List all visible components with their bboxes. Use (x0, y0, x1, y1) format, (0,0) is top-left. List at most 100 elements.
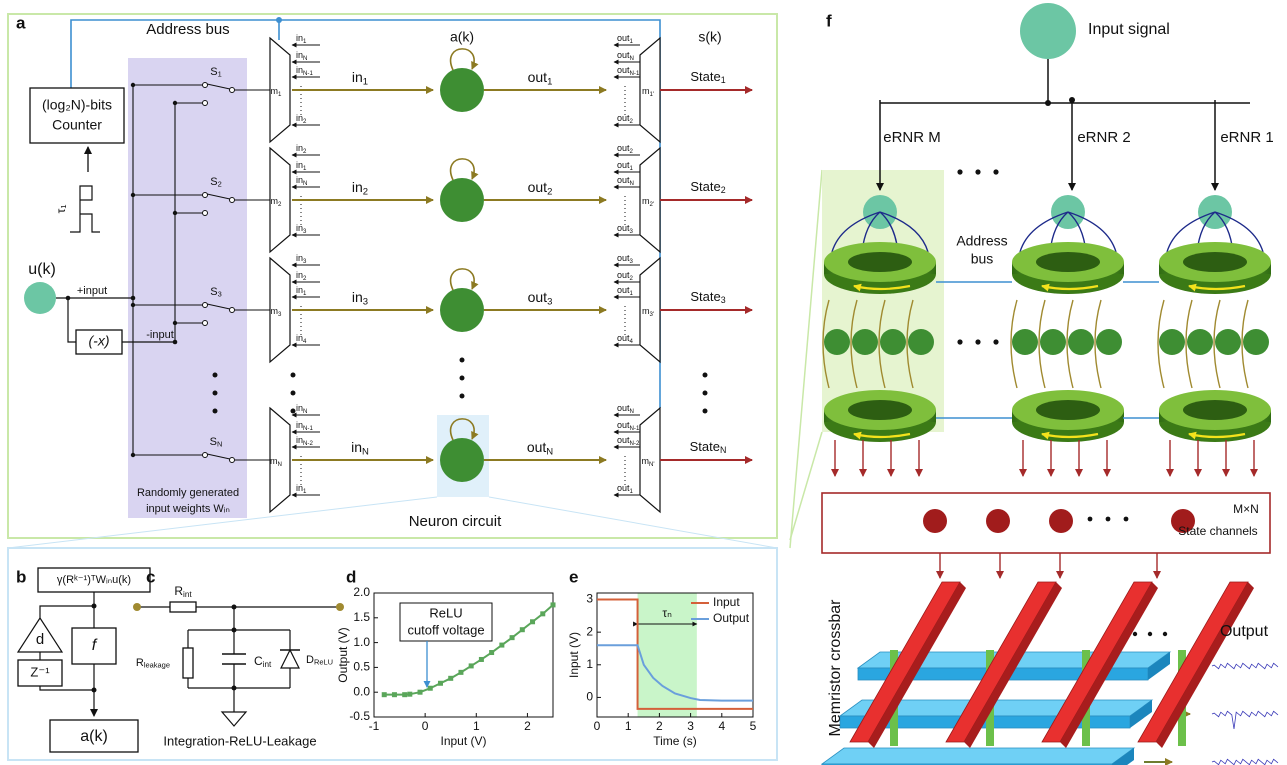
input-signal-label: Input signal (1088, 21, 1170, 38)
text-subscript: N (362, 446, 369, 457)
text-subscript: N (278, 461, 282, 468)
data-point (520, 627, 525, 632)
switch-contact (203, 83, 208, 88)
text-subscript: N (303, 180, 307, 187)
demux-output-label: out1 (617, 160, 634, 171)
text-main: out (617, 113, 630, 123)
demux-output-label: out2 (617, 270, 634, 281)
x-tick-label: 4 (718, 719, 725, 733)
text-main: S (210, 176, 217, 188)
reservoir-neuron (1012, 329, 1038, 355)
text-subscript: N (720, 445, 726, 455)
data-point (479, 657, 484, 662)
text-main: out (617, 435, 630, 445)
terminal (133, 603, 141, 611)
data-point (510, 635, 515, 640)
ring-hole (848, 252, 912, 272)
state-channel (986, 509, 1010, 533)
ellipsis-dot (1163, 632, 1167, 636)
text-subscript: N-1 (303, 425, 313, 432)
plus-input-label: +input (77, 285, 107, 297)
text-subscript: 1' (649, 91, 654, 98)
ring-hole (848, 400, 912, 420)
text-main: S (210, 436, 217, 448)
neuron-state-label: a(k) (450, 29, 474, 45)
text-main: out (617, 143, 630, 153)
address-bus-label: bus (971, 251, 994, 267)
terminal (336, 603, 344, 611)
switch-contact (203, 101, 208, 106)
text-main: out (617, 253, 630, 263)
text-main: out (617, 483, 630, 493)
self-loop (451, 159, 475, 180)
ellipsis-dot (291, 409, 296, 414)
mux-input-label: in1 (296, 285, 307, 296)
switch-contact (203, 303, 208, 308)
text-main: out (617, 270, 630, 280)
crossbar-row-top (822, 748, 1134, 764)
counter-label: Counter (52, 117, 102, 133)
output-channel-label: out3 (528, 289, 553, 307)
text-subscript: ReLU (314, 658, 333, 667)
switch-contact (203, 321, 208, 326)
text-main: m (642, 86, 650, 96)
ellipsis-dot (1088, 517, 1093, 522)
z-label: Z⁻¹ (30, 664, 50, 679)
neuron (440, 438, 484, 482)
text-main: out (617, 333, 630, 343)
input-channel-label: in1 (352, 69, 368, 87)
text-subscript: 3 (547, 296, 552, 307)
text-subscript: 1 (303, 165, 307, 172)
neuron (440, 178, 484, 222)
text-main: out (528, 289, 548, 305)
text-subscript: N (630, 408, 634, 415)
neuron (440, 68, 484, 112)
reservoir-neuron (1068, 329, 1094, 355)
data-point (392, 692, 397, 697)
reservoir-neuron (1187, 329, 1213, 355)
data-point (458, 670, 463, 675)
input-label: u(k) (28, 261, 56, 278)
switch-contact (203, 453, 208, 458)
annotation-text: ReLU (429, 605, 462, 620)
y-tick-label: 1.0 (353, 635, 370, 649)
ellipsis-dot (460, 358, 465, 363)
x-tick-label: 0 (594, 719, 601, 733)
y-tick-label: 2.0 (353, 585, 370, 599)
junction (232, 686, 237, 691)
resistor (183, 648, 193, 678)
text-subscript: N-2 (630, 440, 640, 447)
text-main: in (296, 270, 303, 280)
demux-output-label: out1 (617, 483, 634, 494)
x-tick-label: 1 (473, 719, 480, 733)
junction (173, 340, 178, 345)
text-main: out (528, 179, 548, 195)
ring-hole (1036, 400, 1100, 420)
text-main: in (351, 439, 362, 455)
reservoir-neuron (1243, 329, 1269, 355)
ellipsis-dot (975, 169, 980, 174)
data-point (428, 686, 433, 691)
resistor (170, 602, 196, 612)
switch-pivot (230, 458, 235, 463)
output-channel-label: out2 (528, 179, 553, 197)
text-subscript: leakage (144, 661, 170, 670)
switch-contact (203, 211, 208, 216)
reservoir-neuron (880, 329, 906, 355)
ground (222, 712, 246, 726)
text-subscript: 2 (218, 180, 222, 189)
delay-label: d (36, 631, 44, 648)
clock-label: τ₁ (54, 205, 68, 214)
input-channel-label: in3 (352, 289, 368, 307)
crossbar-column-side (1156, 582, 1254, 748)
ellipsis-dot (291, 391, 296, 396)
x-tick-label: -1 (369, 719, 380, 733)
text-main: in (296, 223, 303, 233)
mux-input-label: inN-1 (296, 420, 313, 431)
switch-pivot (230, 88, 235, 93)
y-tick-label: 1.5 (353, 610, 370, 624)
text-subscript: 1 (721, 75, 726, 85)
weights-label: input weights Wᵢₙ (146, 503, 230, 515)
data-point (489, 650, 494, 655)
distribution-line (880, 59, 1250, 103)
